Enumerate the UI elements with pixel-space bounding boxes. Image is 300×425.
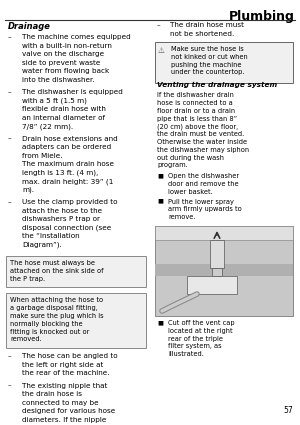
Text: lower basket.: lower basket.: [168, 189, 213, 195]
Text: Drainage: Drainage: [8, 22, 51, 31]
Text: When attaching the hose to: When attaching the hose to: [10, 298, 103, 303]
Text: removed.: removed.: [10, 337, 42, 343]
Text: remove.: remove.: [168, 214, 196, 220]
Text: fitting is knocked out or: fitting is knocked out or: [10, 329, 89, 334]
Bar: [210, 240, 224, 268]
Text: 7/8” (22 mm).: 7/8” (22 mm).: [22, 123, 73, 130]
Text: The hose must always be: The hose must always be: [10, 260, 95, 266]
Text: Make sure the hose is: Make sure the hose is: [171, 46, 244, 52]
Text: floor drain or to a drain: floor drain or to a drain: [157, 108, 235, 114]
Text: Diagram”).: Diagram”).: [22, 241, 62, 248]
Bar: [6, 256, 146, 287]
Text: door and remove the: door and remove the: [168, 181, 239, 187]
Text: designed for various hose: designed for various hose: [22, 408, 115, 414]
Text: Pull the lower spray: Pull the lower spray: [168, 198, 234, 204]
Text: adapters can be ordered: adapters can be ordered: [22, 144, 111, 150]
Bar: [212, 268, 222, 276]
Text: valve on the discharge: valve on the discharge: [22, 51, 104, 57]
Text: normally blocking the: normally blocking the: [10, 321, 83, 327]
Text: a garbage disposal fitting,: a garbage disposal fitting,: [10, 305, 98, 311]
Text: m).: m).: [22, 187, 34, 193]
Text: The machine comes equipped: The machine comes equipped: [22, 34, 131, 40]
Text: the drain hose is: the drain hose is: [22, 391, 82, 397]
Text: flexible drain hose with: flexible drain hose with: [22, 106, 106, 112]
Text: The existing nipple that: The existing nipple that: [22, 382, 107, 389]
Text: the drain must be vented.: the drain must be vented.: [157, 131, 244, 137]
Text: into the dishwasher.: into the dishwasher.: [22, 76, 94, 82]
Text: The drain hose must: The drain hose must: [170, 22, 244, 28]
Text: the “Installation: the “Installation: [22, 233, 80, 239]
Text: not be shortened.: not be shortened.: [170, 31, 234, 37]
Bar: [6, 293, 146, 348]
Text: –: –: [8, 382, 12, 389]
Text: –: –: [8, 136, 12, 142]
Text: out during the wash: out during the wash: [157, 155, 224, 161]
Text: Plumbing: Plumbing: [229, 10, 295, 23]
Text: connected to may be: connected to may be: [22, 400, 99, 406]
Text: If the dishwasher drain: If the dishwasher drain: [157, 92, 234, 98]
Text: program.: program.: [157, 162, 188, 168]
Text: pushing the machine: pushing the machine: [171, 62, 242, 68]
Text: Otherwise the water inside: Otherwise the water inside: [157, 139, 247, 145]
Text: ⚠: ⚠: [158, 46, 165, 55]
Text: located at the right: located at the right: [168, 328, 232, 334]
Text: filter system, as: filter system, as: [168, 343, 222, 349]
Text: arm firmly upwards to: arm firmly upwards to: [168, 207, 242, 212]
Text: max. drain height: 39” (1: max. drain height: 39” (1: [22, 178, 113, 184]
Text: (20 cm) above the floor,: (20 cm) above the floor,: [157, 123, 238, 130]
Text: with a 5 ft (1.5 m): with a 5 ft (1.5 m): [22, 97, 87, 104]
Text: the dishwasher may siphon: the dishwasher may siphon: [157, 147, 249, 153]
Text: an internal diameter of: an internal diameter of: [22, 114, 105, 121]
Text: The dishwasher is equipped: The dishwasher is equipped: [22, 89, 123, 95]
Text: Venting the drainage system: Venting the drainage system: [157, 82, 277, 88]
Text: attach the hose to the: attach the hose to the: [22, 207, 102, 213]
Text: diameters. If the nipple: diameters. If the nipple: [22, 416, 106, 423]
Text: The maximum drain hose: The maximum drain hose: [22, 161, 114, 167]
Text: –: –: [8, 199, 12, 205]
Text: –: –: [8, 353, 12, 359]
Text: the P trap.: the P trap.: [10, 275, 45, 282]
Text: pipe that is less than 8”: pipe that is less than 8”: [157, 116, 237, 122]
Bar: [155, 264, 293, 276]
Text: hose is connected to a: hose is connected to a: [157, 100, 233, 106]
Text: the left or right side at: the left or right side at: [22, 362, 104, 368]
Bar: [155, 226, 293, 316]
Text: Cut off the vent cap: Cut off the vent cap: [168, 320, 235, 326]
Text: make sure the plug which is: make sure the plug which is: [10, 313, 103, 319]
Text: under the countertop.: under the countertop.: [171, 69, 244, 75]
Text: Drain hose extensions and: Drain hose extensions and: [22, 136, 118, 142]
Text: –: –: [157, 22, 160, 28]
Text: ■: ■: [157, 173, 163, 178]
Text: 57: 57: [283, 406, 293, 415]
Text: Open the dishwasher: Open the dishwasher: [168, 173, 239, 179]
Text: illustrated.: illustrated.: [168, 351, 204, 357]
Text: Use the clamp provided to: Use the clamp provided to: [22, 199, 118, 205]
Text: not kinked or cut when: not kinked or cut when: [171, 54, 248, 60]
Bar: [155, 226, 293, 240]
Text: side to prevent waste: side to prevent waste: [22, 60, 100, 65]
Text: with a built-in non-return: with a built-in non-return: [22, 42, 112, 48]
Text: dishwashers P trap or: dishwashers P trap or: [22, 216, 100, 222]
Text: –: –: [8, 34, 12, 40]
Text: rear of the triple: rear of the triple: [168, 336, 223, 342]
Bar: [187, 276, 237, 294]
Bar: [155, 42, 293, 83]
Text: the rear of the machine.: the rear of the machine.: [22, 370, 110, 376]
Text: disposal connection (see: disposal connection (see: [22, 224, 111, 231]
Text: ■: ■: [157, 198, 163, 204]
Text: The hose can be angled to: The hose can be angled to: [22, 353, 118, 359]
Text: length is 13 ft. (4 m),: length is 13 ft. (4 m),: [22, 170, 98, 176]
Text: from Miele.: from Miele.: [22, 153, 62, 159]
Text: ■: ■: [157, 320, 163, 325]
Text: water from flowing back: water from flowing back: [22, 68, 109, 74]
Text: –: –: [8, 89, 12, 95]
Text: attached on the sink side of: attached on the sink side of: [10, 268, 103, 274]
